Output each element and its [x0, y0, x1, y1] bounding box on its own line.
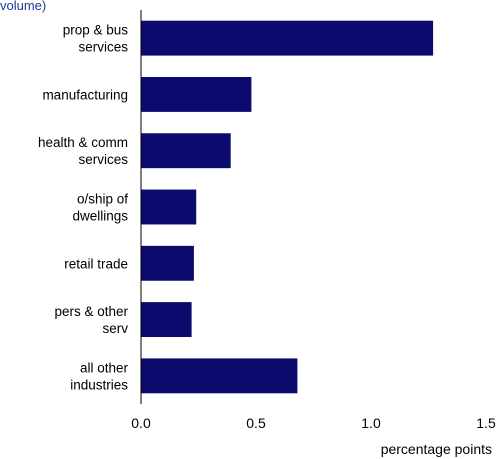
- x-tick-label: 1.5: [476, 415, 496, 431]
- x-tick-label: 1.0: [361, 415, 381, 431]
- bar: [141, 358, 298, 394]
- bar: [141, 245, 194, 281]
- bar: [141, 189, 197, 225]
- header-partial-text: volume): [0, 0, 46, 13]
- x-tick-label: 0.0: [131, 415, 151, 431]
- category-label: retail trade: [64, 256, 128, 271]
- category-label: prop & bus services: [63, 23, 129, 55]
- bar: [141, 76, 252, 112]
- category-label: all other industries: [70, 360, 128, 392]
- x-tick-label: 0.5: [246, 415, 266, 431]
- bar: [141, 302, 192, 338]
- bars-group: [141, 20, 434, 394]
- category-label: manufacturing: [42, 87, 128, 102]
- bar: [141, 20, 434, 56]
- category-label: health & comm services: [38, 135, 128, 167]
- category-labels: prop & bus services manufacturing health & …: [38, 23, 129, 393]
- bar: [141, 133, 231, 169]
- x-tick-labels: 0.0 0.5 1.0 1.5: [131, 415, 496, 431]
- x-axis-title: percentage points: [381, 441, 492, 457]
- category-label: pers & other serv: [54, 304, 128, 336]
- category-label: o/ship of dwellings: [72, 192, 128, 224]
